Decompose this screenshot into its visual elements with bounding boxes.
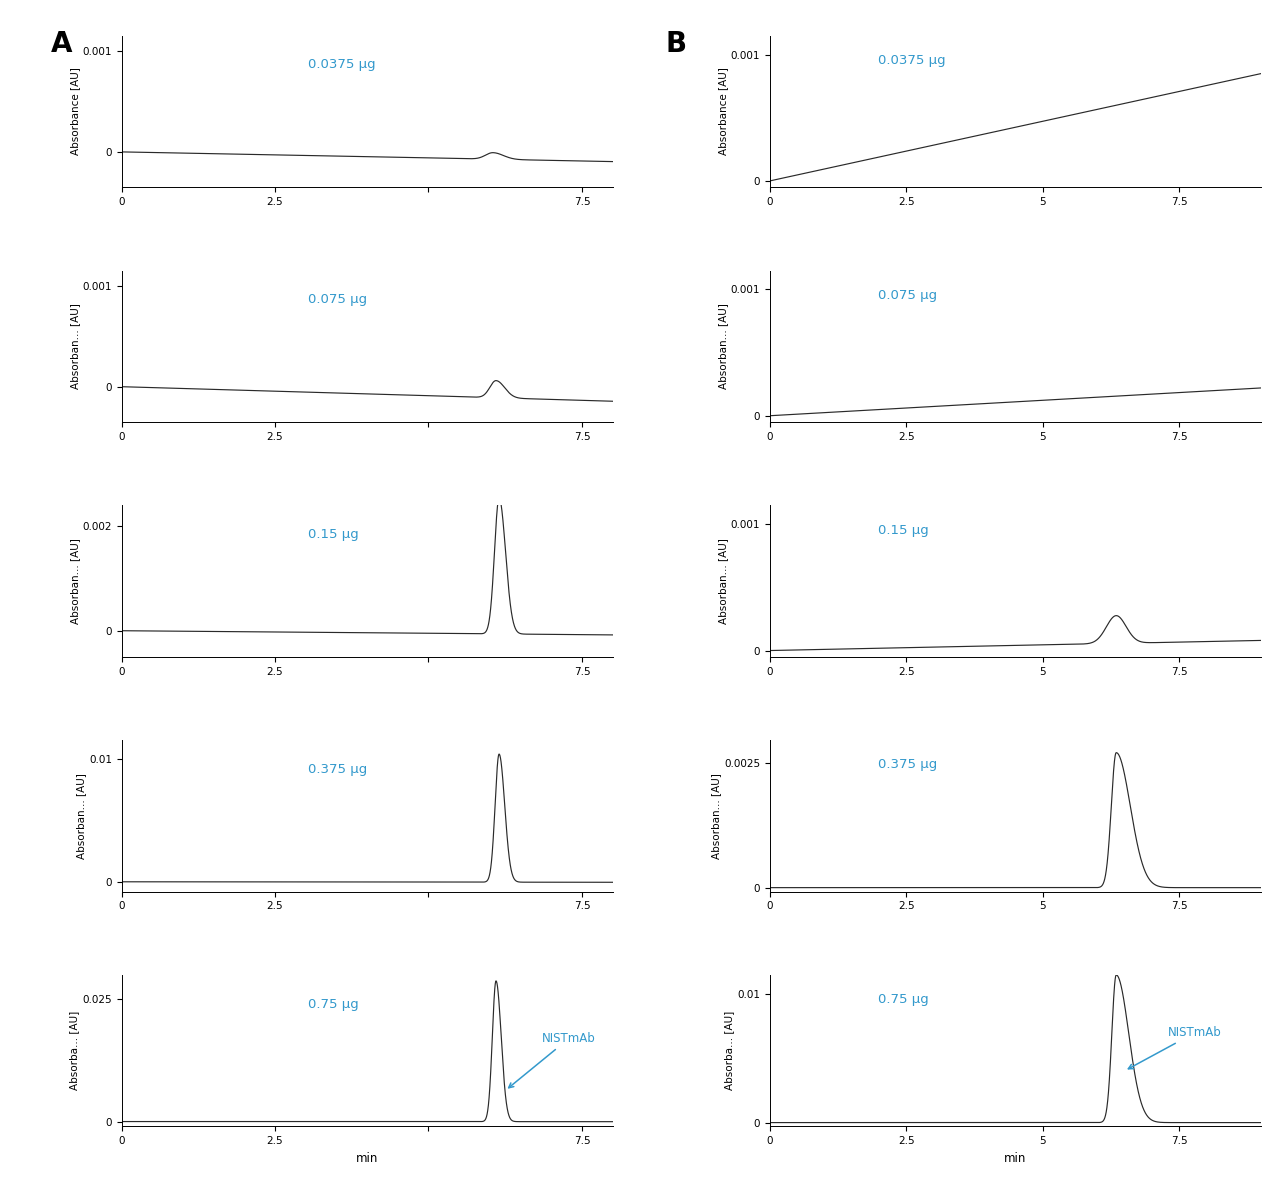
Text: 0.0375 μg: 0.0375 μg (878, 54, 946, 67)
Text: 0.0375 μg: 0.0375 μg (308, 58, 376, 72)
X-axis label: min: min (356, 1151, 379, 1165)
Y-axis label: Absorbance [AU]: Absorbance [AU] (69, 68, 79, 155)
Text: 0.15 μg: 0.15 μg (878, 523, 928, 536)
Y-axis label: Absorban... [AU]: Absorban... [AU] (712, 772, 721, 859)
Y-axis label: Absorba... [AU]: Absorba... [AU] (724, 1011, 735, 1091)
Y-axis label: Absorban... [AU]: Absorban... [AU] (69, 538, 79, 625)
Text: 0.15 μg: 0.15 μg (308, 528, 358, 541)
Y-axis label: Absorbance [AU]: Absorbance [AU] (718, 68, 728, 155)
Text: 0.75 μg: 0.75 μg (878, 993, 928, 1006)
Y-axis label: Absorban... [AU]: Absorban... [AU] (718, 538, 728, 625)
X-axis label: min: min (1004, 1151, 1027, 1165)
Text: 0.375 μg: 0.375 μg (878, 758, 937, 771)
Text: NISTmAb: NISTmAb (1129, 1026, 1222, 1069)
Y-axis label: Absorban... [AU]: Absorban... [AU] (69, 303, 79, 390)
Text: 0.75 μg: 0.75 μg (308, 998, 358, 1011)
Text: A: A (51, 30, 73, 57)
Y-axis label: Absorba... [AU]: Absorba... [AU] (69, 1011, 79, 1091)
Text: NISTmAb: NISTmAb (508, 1032, 595, 1088)
Text: 0.375 μg: 0.375 μg (308, 763, 367, 776)
Text: B: B (666, 30, 687, 57)
Y-axis label: Absorban... [AU]: Absorban... [AU] (76, 772, 86, 859)
Text: 0.075 μg: 0.075 μg (878, 288, 937, 302)
Text: 0.075 μg: 0.075 μg (308, 293, 367, 306)
Y-axis label: Absorban... [AU]: Absorban... [AU] (718, 303, 728, 390)
